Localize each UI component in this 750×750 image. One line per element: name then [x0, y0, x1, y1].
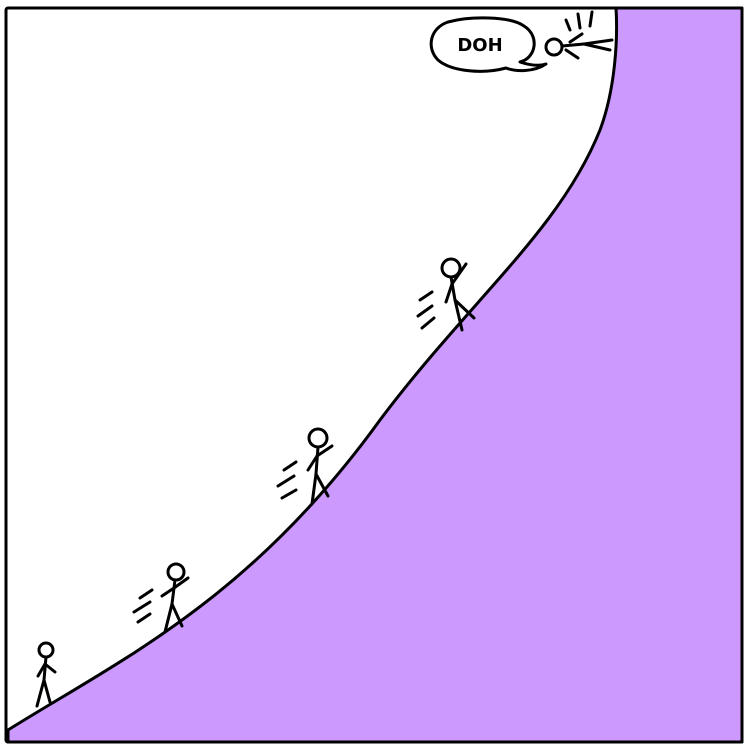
stick-figure-fallen-over-edge — [544, 10, 614, 60]
stick-figure-running — [416, 257, 476, 332]
speech-bubble-text: DOH — [457, 35, 502, 56]
speech-bubble: DOH — [429, 16, 548, 73]
hill-slope — [6, 6, 744, 744]
speech-bubble-outline — [429, 16, 548, 73]
stick-figure-walking — [35, 641, 57, 708]
stick-figure-running — [276, 427, 334, 506]
stick-figure-running — [132, 562, 190, 634]
panel-border — [4, 6, 744, 744]
